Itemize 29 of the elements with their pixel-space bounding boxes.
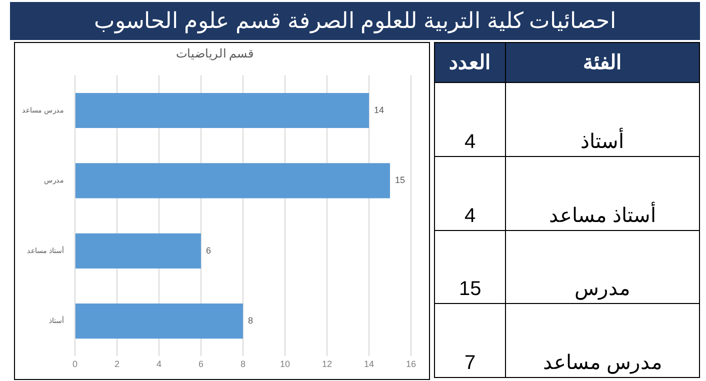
data-label: 15 [434, 230, 506, 304]
data-label: 4 [434, 156, 506, 230]
data-label: 8 [248, 316, 253, 326]
category-label: أستاذ [506, 82, 700, 156]
text: العدد [434, 42, 506, 82]
category-label: مدرس مساعد [506, 304, 700, 378]
bar [75, 163, 390, 198]
bar [75, 304, 243, 339]
text: احصائيات كلية التربية للعلوم الصرفة قسم علوم الحاسوب [10, 2, 700, 40]
data-label: 4 [434, 82, 506, 156]
text: الفئة [506, 42, 700, 82]
x-tick-label: 6 [198, 359, 204, 370]
category-label: أستاذ مساعد [506, 156, 700, 230]
data-label: 7 [434, 304, 506, 378]
x-tick-label: 0 [72, 359, 78, 370]
data-label: 6 [206, 245, 211, 256]
bar [75, 233, 201, 268]
x-tick-label: 16 [406, 359, 416, 370]
x-tick-label: 14 [364, 359, 374, 370]
chart-title: قسم الرياضيات [176, 46, 254, 61]
data-label: 14 [374, 104, 384, 115]
x-tick-label: 10 [280, 359, 290, 370]
bar [75, 92, 369, 128]
x-tick-label: 8 [240, 359, 246, 370]
category-label: مدرس [506, 230, 700, 304]
x-tick-label: 12 [322, 359, 332, 370]
x-tick-label: 4 [156, 359, 162, 370]
x-tick-label: 2 [114, 359, 120, 370]
data-label: 15 [394, 175, 406, 186]
